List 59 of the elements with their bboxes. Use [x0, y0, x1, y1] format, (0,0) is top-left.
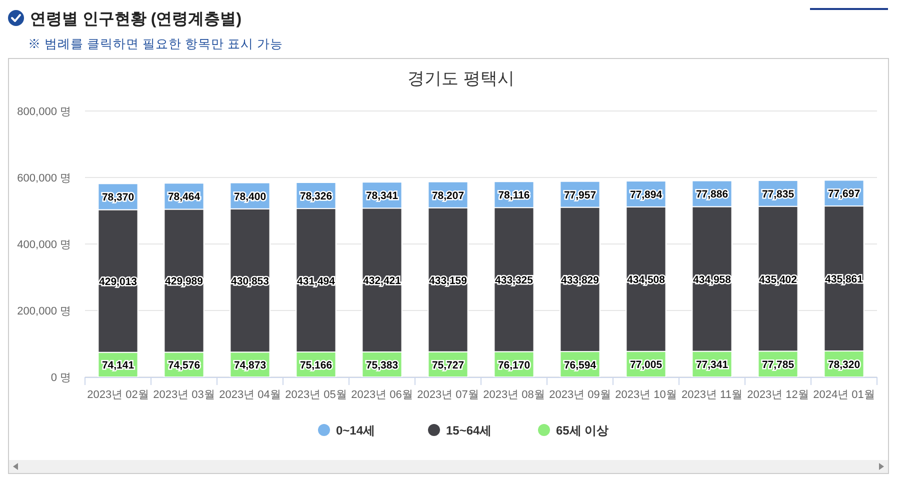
x-tick-label: 2023년 08월: [483, 389, 545, 401]
data-label: 78,326: [300, 190, 332, 203]
data-label: 77,835: [762, 188, 794, 200]
data-label: 78,464: [168, 191, 200, 204]
text: ※ 범례를 클릭하면 필요한 항목만 표시 가능: [28, 37, 283, 51]
y-tick-label: 800,000 명: [17, 106, 71, 118]
data-label: 78,116: [498, 190, 530, 202]
data-label: 74,873: [234, 360, 266, 372]
data-label: 78,341: [366, 190, 398, 202]
data-label: 435,861: [825, 273, 864, 286]
legend-label: 65세 이상: [556, 424, 609, 438]
x-tick-label: 2023년 07월: [417, 389, 479, 401]
y-tick-label: 600,000 명: [17, 172, 71, 184]
legend-label: 15~64세: [446, 424, 492, 438]
data-label: 77,785: [762, 359, 794, 372]
data-label: 433,325: [495, 274, 534, 287]
data-label: 77,341: [696, 359, 728, 372]
legend-label: 0~14세: [336, 424, 376, 438]
data-label: 431,494: [297, 275, 336, 288]
x-tick-label: 2023년 12월: [747, 389, 809, 401]
x-tick-label: 2023년 05월: [285, 389, 347, 401]
x-tick-label: 2023년 09월: [549, 389, 611, 401]
data-label: 77,886: [696, 188, 728, 201]
data-label: 435,402: [759, 274, 798, 286]
data-label: 77,697: [828, 188, 860, 200]
data-label: 75,383: [366, 359, 398, 372]
data-label: 78,320: [828, 358, 860, 371]
chart-title: 연령별 인구현황 (연령계층별): [30, 11, 242, 28]
data-label: 74,141: [102, 360, 134, 372]
data-label: 433,829: [561, 274, 600, 286]
data-label: 77,005: [630, 359, 662, 372]
x-tick-label: 2023년 03월: [153, 389, 215, 401]
data-label: 75,166: [300, 360, 332, 372]
data-label: 432,421: [363, 275, 402, 288]
x-tick-label: 2023년 11월: [682, 389, 742, 401]
data-label: 77,957: [564, 189, 596, 202]
data-label: 434,958: [693, 274, 732, 286]
x-tick-label: 2023년 04월: [219, 389, 281, 401]
x-tick-label: 2024년 01월: [813, 389, 875, 401]
y-tick-label: 400,000 명: [17, 239, 71, 251]
data-label: 76,594: [564, 359, 596, 372]
data-label: 78,400: [234, 190, 266, 203]
data-label: 434,508: [627, 274, 666, 286]
data-label: 76,170: [498, 359, 530, 372]
y-tick-label: 200,000 명: [17, 306, 71, 318]
data-label: 78,370: [102, 192, 134, 204]
data-label: 77,894: [630, 188, 662, 201]
data-label: 433,159: [429, 274, 468, 287]
data-label: 75,727: [432, 359, 464, 372]
x-tick-label: 2023년 06월: [351, 389, 413, 401]
chart-subtitle: 경기도 평택시: [408, 69, 514, 88]
data-label: 78,207: [432, 190, 464, 202]
data-label: 430,853: [231, 275, 270, 288]
data-label: 429,989: [165, 276, 204, 288]
data-label: 74,576: [168, 360, 200, 372]
data-label: 429,013: [99, 276, 138, 288]
y-tick-label: 0 명: [50, 372, 71, 384]
x-tick-label: 2023년 02월: [87, 389, 149, 401]
x-tick-label: 2023년 10월: [615, 389, 677, 401]
